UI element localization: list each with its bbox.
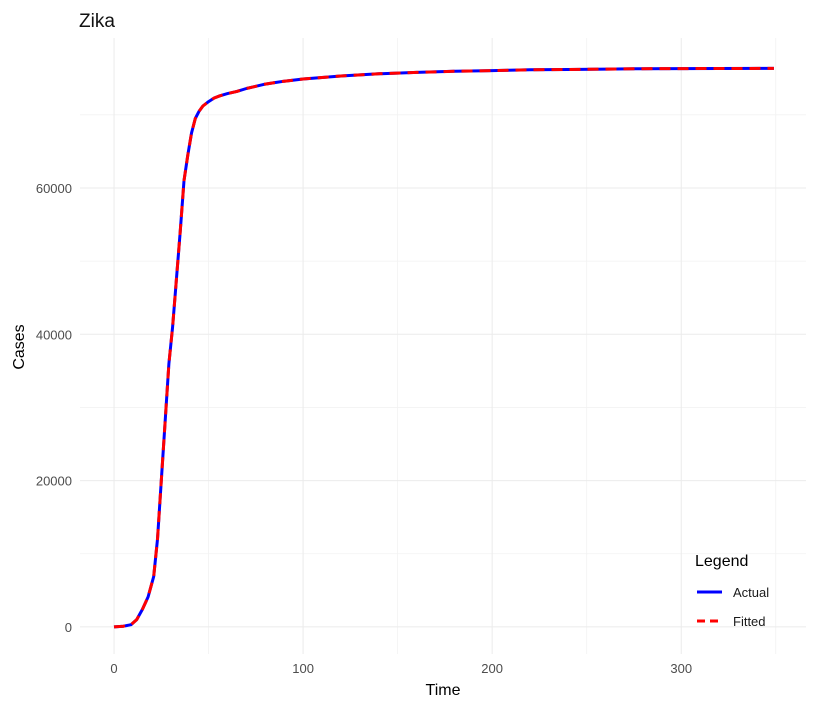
chart-title: Zika xyxy=(79,11,115,32)
tick-labels: 0 100 200 300 0 20000 40000 60000 xyxy=(36,181,692,676)
x-tick-label: 100 xyxy=(292,661,314,676)
grid xyxy=(80,38,806,654)
y-tick-label: 40000 xyxy=(36,327,72,342)
legend: Legend Actual Fitted xyxy=(695,553,769,629)
y-axis-title: Cases xyxy=(11,324,28,369)
series-line-fitted xyxy=(113,66,774,629)
y-tick-label: 60000 xyxy=(36,181,72,196)
y-tick-label: 20000 xyxy=(36,474,72,489)
y-tick-label: 0 xyxy=(65,620,72,635)
legend-items: Actual Fitted xyxy=(697,585,769,629)
legend-label-fitted: Fitted xyxy=(733,614,766,629)
x-tick-label: 300 xyxy=(670,661,692,676)
series-lines xyxy=(113,66,774,629)
x-tick-label: 0 xyxy=(110,661,117,676)
legend-title: Legend xyxy=(695,553,748,570)
x-axis-title: Time xyxy=(426,682,461,699)
legend-label-actual: Actual xyxy=(733,585,769,600)
x-tick-label: 200 xyxy=(481,661,503,676)
